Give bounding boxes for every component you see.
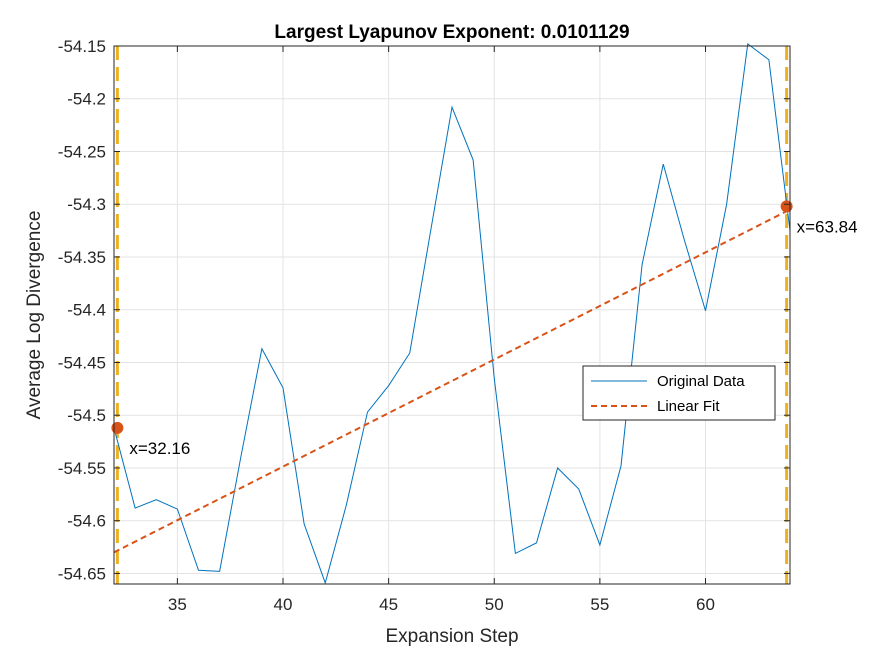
legend: Original Data Linear Fit [582,365,776,421]
plot-background [114,46,790,584]
y-tick-label: -54.55 [58,459,106,478]
x-tick-label: 60 [696,595,715,614]
x-tick-label: 45 [379,595,398,614]
legend-label: Linear Fit [657,398,720,415]
x-tick-label: 55 [590,595,609,614]
linear-fit-line [113,208,791,554]
y-axis-label: Average Log Divergence [24,211,45,420]
y-tick-label: -54.3 [67,195,106,214]
ticks: 35 40 45 50 55 60 -54.65 -54.6 -54.55 -54.5 -54.45… [58,37,790,614]
y-tick-label: -54.15 [58,37,106,56]
x-tick-label: 35 [168,595,187,614]
y-tick-label: -54.4 [67,301,106,320]
legend-box [582,365,776,421]
series-group [113,42,791,585]
y-tick-label: -54.65 [58,564,106,583]
marker-label: x=63.84 [797,217,858,236]
y-tick-label: -54.5 [67,406,106,425]
marker-point [780,200,793,213]
vertical-lines [115,46,789,584]
x-tick-label: 40 [274,595,293,614]
x-axis-label: Expansion Step [385,626,518,647]
marker-label: x=32.16 [129,439,190,458]
x-tick-label: 50 [485,595,504,614]
chart-title: Largest Lyapunov Exponent: 0.0101129 [274,22,629,43]
y-tick-label: -54.6 [67,512,106,531]
plot-box [113,45,791,585]
y-tick-label: -54.2 [67,90,106,109]
legend-label: Original Data [657,373,745,390]
original-data-line [113,42,791,585]
y-tick-label: -54.35 [58,248,106,267]
marker-point [111,421,124,434]
y-tick-label: -54.45 [58,353,106,372]
y-tick-label: -54.25 [58,142,106,161]
